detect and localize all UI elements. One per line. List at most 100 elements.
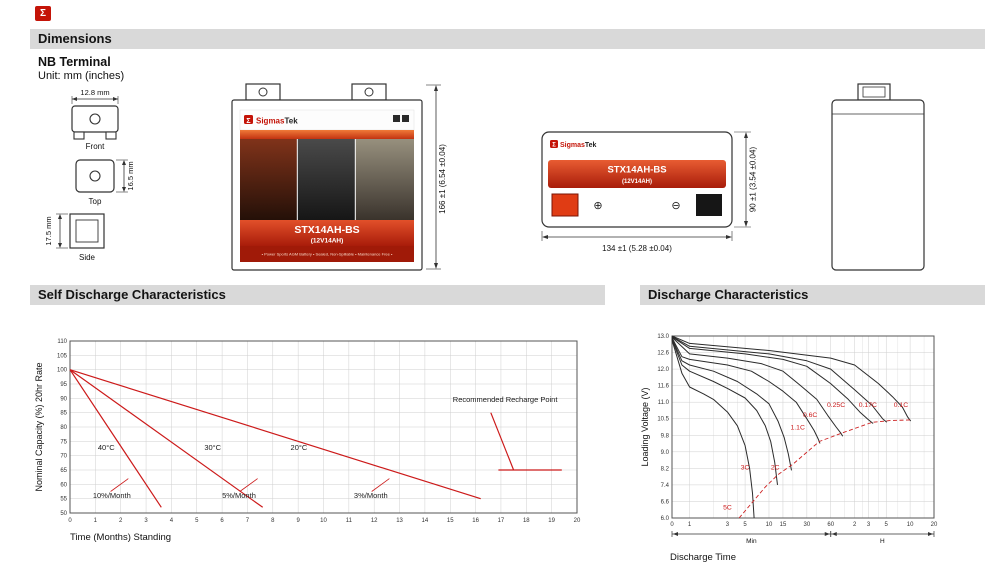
sigmastek-logo-mark: Σ — [35, 6, 51, 21]
x-tick-label: 3 — [867, 522, 871, 528]
annotation: Recommended Recharge Point — [453, 395, 559, 404]
y-tick-label: 110 — [57, 339, 67, 345]
y-tick-label: 60 — [60, 482, 67, 488]
terminal-drawings: 12.8 mm Front 16.5 mm Top — [44, 88, 135, 262]
battery-front-view: Σ SigmasTek STX14AH-BS (12V14AH) • Power… — [231, 83, 447, 271]
terminal-side-height-dim: 17.5 mm — [44, 216, 53, 245]
terminal-side-caption: Side — [79, 253, 96, 262]
battery-height-dim: 166 ±1 (6.54 ±0.04) — [438, 144, 447, 214]
x-tick-label: 2 — [119, 518, 123, 524]
curve-2C — [671, 338, 792, 471]
y-tick-label: 65 — [60, 468, 67, 474]
annotation: 0.17C — [859, 402, 877, 409]
terminal-top-view: 16.5 mm Top — [75, 159, 135, 206]
model-spec: (12V14AH) — [622, 179, 652, 185]
label-footer-strip — [240, 246, 414, 262]
x-tick-label: 10 — [766, 522, 773, 528]
x-tick-label: 10 — [320, 518, 327, 524]
brand-name-part1: Sigmas — [256, 117, 285, 126]
label-model-band — [548, 160, 726, 188]
x-tick-label: 16 — [472, 518, 479, 524]
annotation: 2C — [771, 464, 780, 471]
x-tick-label: 5 — [743, 522, 747, 528]
curve-0.25C — [671, 336, 874, 424]
y-tick-label: 6.0 — [661, 516, 670, 522]
y-tick-label: 9.0 — [661, 450, 670, 456]
battery-front-label: Σ SigmasTek STX14AH-BS (12V14AH) • Power… — [239, 109, 415, 262]
x-tick-label: 60 — [827, 522, 834, 528]
y-tick-label: 6.6 — [661, 499, 670, 505]
brand-name-part1: Sigmas — [560, 142, 585, 149]
x-tick-label: 10 — [907, 522, 914, 528]
x-tick-label: 20 — [931, 522, 938, 528]
terminal-side-view: 17.5 mm Side — [44, 213, 105, 262]
x-tick-label: 8 — [271, 518, 275, 524]
y-tick-label: 50 — [60, 511, 67, 517]
annotation: 10%/Month — [93, 491, 131, 500]
annotation: 30°C — [204, 443, 221, 452]
x-tick-label: 1 — [688, 522, 692, 528]
annotation: 20°C — [291, 443, 308, 452]
battery-case-side — [831, 99, 925, 271]
negative-terminal-pad — [696, 194, 722, 216]
brand-name-part2: Tek — [284, 117, 298, 126]
pb-icon — [402, 115, 409, 122]
label-tagline: • Power Sports AGM Battery • Sealed, Non… — [262, 252, 393, 257]
brand-name: SigmasTek — [256, 117, 298, 126]
label-photo-panel-2 — [297, 139, 356, 220]
y-tick-label: 55 — [60, 497, 67, 503]
curve-1.1C — [671, 337, 821, 444]
terminal-front-width-dim: 12.8 mm — [80, 88, 109, 97]
model-spec: (12V14AH) — [311, 238, 344, 245]
x-tick-label: 11 — [346, 518, 353, 524]
time-unit-label: Min — [746, 538, 757, 545]
annotation: 3%/Month — [354, 491, 388, 500]
y-tick-label: 13.0 — [657, 334, 669, 340]
y-tick-label: 8.2 — [661, 466, 670, 472]
y-tick-label: 7.4 — [661, 483, 670, 489]
section-header-dimensions: Dimensions — [30, 29, 985, 49]
y-tick-label: 70 — [60, 454, 67, 460]
label-model-band — [240, 220, 414, 246]
x-tick-label: 15 — [780, 522, 787, 528]
x-tick-label: 13 — [396, 518, 403, 524]
brand-name: SigmasTek — [560, 142, 597, 149]
x-tick-label: 7 — [246, 518, 250, 524]
terminal-top-caption: Top — [89, 197, 102, 206]
terminal-front-view: 12.8 mm Front — [71, 88, 119, 151]
y-tick-label: 105 — [57, 353, 68, 359]
y-tick-label: 90 — [60, 396, 67, 402]
x-tick-label: 20 — [574, 518, 581, 524]
self-discharge-chart: 0 1 2 3 4 5 6 7 8 9 10 11 12 13 14 15 16 17 18 19 2050556065… — [34, 339, 581, 543]
y-tick-label: 11.6 — [658, 384, 670, 390]
battery-depth-dim: 90 ±1 (3.54 ±0.04) — [749, 147, 758, 213]
x-tick-label: 19 — [548, 518, 555, 524]
series-30C — [69, 369, 264, 508]
series-leader-30 — [239, 478, 258, 492]
x-axis-label: Discharge Time — [670, 552, 736, 563]
curve-0.17C — [671, 335, 888, 423]
x-tick-label: 12 — [371, 518, 378, 524]
battery-width-dim: 134 ±1 (5.28 ±0.04) — [602, 244, 672, 253]
brand-logo-icon — [550, 140, 558, 148]
curve-5C — [671, 339, 755, 519]
y-tick-label: 12.0 — [657, 367, 669, 373]
label-swoosh — [240, 130, 414, 139]
terminal-bolt-hole — [89, 170, 101, 182]
y-tick-label: 10.5 — [657, 417, 669, 423]
x-tick-label: 9 — [296, 518, 300, 524]
annotation: 5C — [723, 505, 732, 512]
annotation: 0.6C — [803, 412, 817, 419]
brand-name-part2: Tek — [585, 142, 597, 149]
x-tick-label: 5 — [195, 518, 199, 524]
height-dimension: 166 ±1 (6.54 ±0.04) — [426, 84, 447, 270]
x-axis-label: Time (Months) Standing — [70, 532, 171, 543]
y-axis-label: Nominal Capacity (%) 20hr Rate — [34, 362, 44, 491]
model-number: STX14AH-BS — [294, 224, 359, 236]
model-number: STX14AH-BS — [607, 165, 666, 176]
label-photo-panel-1 — [240, 139, 298, 220]
terminal-front-caption: Front — [86, 142, 105, 151]
x-tick-label: 5 — [885, 522, 889, 528]
annotation: 0.1C — [894, 402, 908, 409]
